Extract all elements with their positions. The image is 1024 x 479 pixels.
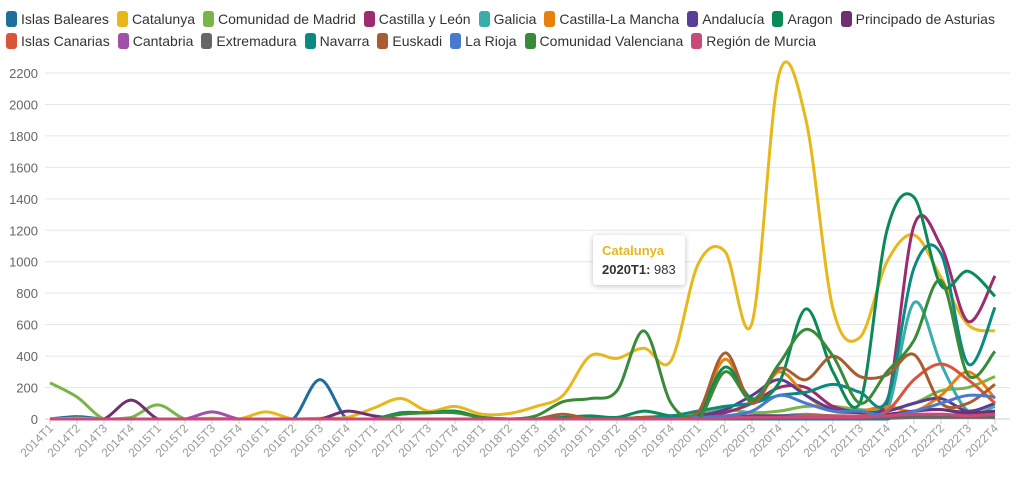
legend-item[interactable]: Extremadura [201,32,297,50]
legend-label: Región de Murcia [706,33,817,49]
legend-swatch [117,33,129,49]
legend-item[interactable]: Islas Baleares [6,10,109,28]
legend-swatch [363,11,375,27]
legend-swatch [377,33,389,49]
series-line-andaluc-a [50,378,996,421]
y-tick-label: 1000 [9,255,38,270]
legend-swatch [116,11,128,27]
y-tick-label: 800 [16,286,38,301]
legend-item[interactable]: Euskadi [377,32,442,50]
series-line-navarra [50,243,997,421]
y-tick-label: 2200 [9,66,38,81]
legend-swatch [524,33,536,49]
y-tick-label: 2000 [9,97,38,112]
series-line-catalunya [49,60,996,421]
legend-swatch [544,11,556,27]
legend-item[interactable]: Cantabria [117,32,194,50]
legend-swatch [840,11,852,27]
y-tick-label: 600 [16,318,38,333]
legend-label: Navarra [319,33,370,49]
legend-swatch [772,11,784,27]
y-tick-label: 1400 [9,192,38,207]
series-line-regi-n-de-murcia [50,412,996,421]
legend-label: Comunidad Valenciana [539,33,684,49]
legend: Islas Baleares Catalunya Comunidad de Madr… [6,10,1016,50]
legend-swatch [6,33,17,49]
legend-item[interactable]: Comunidad Valenciana [524,32,684,50]
legend-swatch [478,11,490,27]
tooltip-label: 2020T1: [602,262,651,277]
legend-label: La Rioja [465,33,517,49]
tooltip-value: 983 [654,262,676,277]
legend-swatch [304,33,316,49]
legend-label: Cantabria [132,33,194,49]
series-line-galicia [50,300,996,421]
y-tick-label: 400 [16,349,38,364]
legend-label: Castilla-La Mancha [559,11,680,27]
y-tick-label: 1200 [9,223,38,238]
legend-label: Catalunya [131,11,195,27]
y-tick-label: 1600 [9,160,38,175]
legend-item[interactable]: Castilla-La Mancha [544,10,679,28]
legend-item[interactable]: Región de Murcia [691,32,816,50]
legend-item[interactable]: Islas Canarias [6,32,110,50]
legend-item[interactable]: Principado de Asturias [840,10,995,28]
legend-label: Euskadi [392,33,443,49]
legend-label: Islas Canarias [21,33,110,49]
legend-label: Galicia [493,11,537,27]
tooltip: Catalunya 2020T1: 983 [593,235,685,285]
legend-item[interactable]: Aragon [772,10,833,28]
y-tick-label: 0 [31,412,38,427]
tooltip-series: Catalunya [602,243,665,258]
legend-item[interactable]: Andalucía [687,10,764,28]
legend-swatch [687,11,699,27]
legend-item[interactable]: Galicia [478,10,537,28]
legend-swatch [691,33,703,49]
legend-swatch [202,11,214,27]
legend-label: Aragon [787,11,833,27]
legend-label: Comunidad de Madrid [217,11,356,27]
series-line-comunidad-valenciana [50,279,997,421]
legend-swatch [201,33,213,49]
legend-swatch [450,33,462,49]
legend-item[interactable]: Castilla y León [363,10,471,28]
legend-item[interactable]: La Rioja [450,32,517,50]
legend-item[interactable]: Catalunya [116,10,195,28]
legend-label: Islas Baleares [21,11,109,27]
legend-item[interactable]: Comunidad de Madrid [202,10,356,28]
y-tick-label: 200 [16,381,38,396]
legend-swatch [6,11,17,27]
legend-label: Andalucía [702,11,765,27]
legend-label: Extremadura [216,33,297,49]
legend-item[interactable]: Navarra [304,32,370,50]
series-line-aragon [50,192,997,421]
y-tick-label: 1800 [9,129,38,144]
legend-label: Principado de Asturias [855,11,995,27]
legend-label: Castilla y León [378,11,471,27]
